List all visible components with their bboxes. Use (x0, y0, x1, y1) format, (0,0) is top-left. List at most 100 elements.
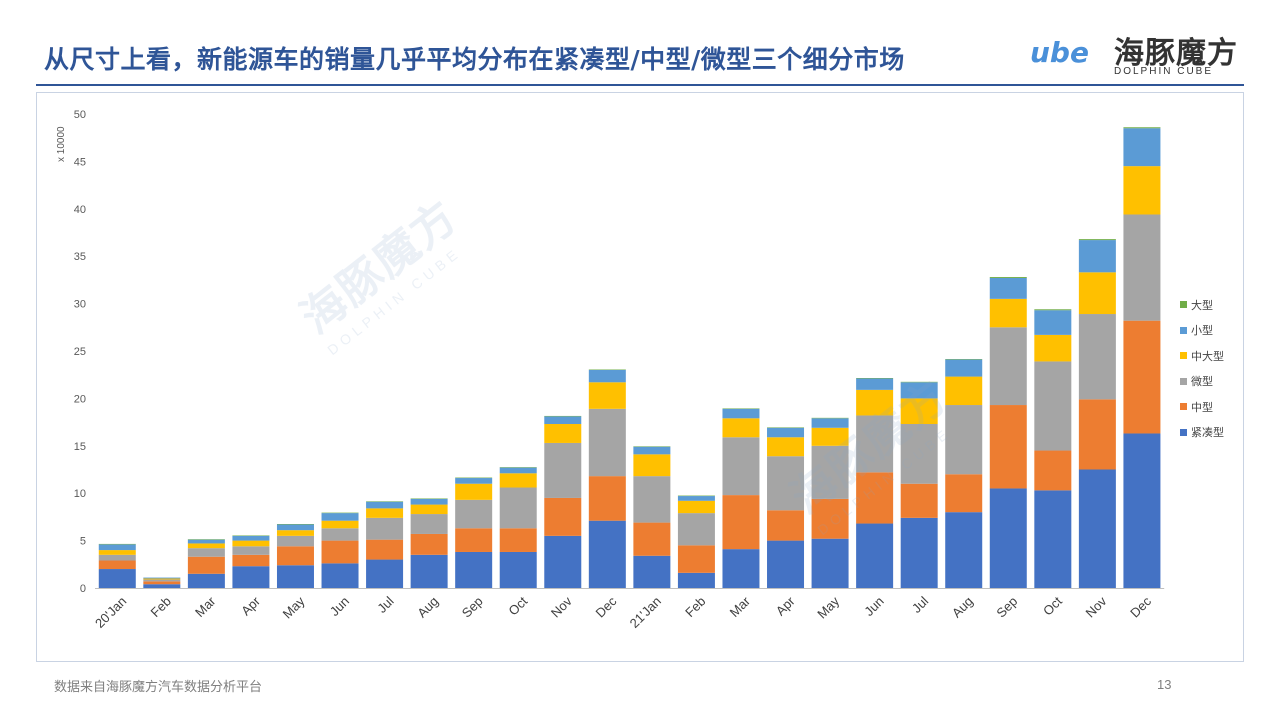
x-tick-label: Aug (949, 594, 976, 621)
bar-segment (811, 427, 849, 446)
bar-segment (633, 454, 671, 477)
x-tick-label: Sep (993, 594, 1020, 621)
bar-segment (276, 565, 314, 588)
bar-segment (811, 418, 849, 428)
bar-segment (1078, 239, 1116, 241)
x-tick-label: Mar (727, 593, 754, 620)
bar-segment (410, 514, 448, 534)
bar-segment (633, 446, 671, 455)
bar-segment (98, 569, 136, 588)
y-axis: 0 5 10 15 20 25 30 35 40 45 50 (74, 109, 86, 595)
legend-label: 中型 (1191, 400, 1213, 414)
legend-item: 中型 (1180, 394, 1224, 420)
bar-segment (722, 408, 760, 419)
x-tick-label: Mar (192, 593, 219, 620)
bar-segment (945, 376, 983, 406)
bar-segment (1123, 320, 1161, 434)
bar-segment (232, 540, 270, 547)
bar-segment (1123, 128, 1161, 167)
bars-group (98, 127, 1161, 588)
bar-segment (410, 554, 448, 588)
bar-segment (544, 535, 582, 588)
x-tick-label: Jun (327, 594, 352, 619)
x-tick-label: 21'Jan (627, 594, 664, 631)
x-tick-label: Nov (1083, 593, 1110, 620)
y-tick-label: 40 (74, 204, 86, 216)
bar-segment (98, 544, 136, 551)
bar-segment (544, 416, 582, 424)
bar-segment (900, 423, 938, 484)
bar-segment (900, 517, 938, 588)
bar-segment (1123, 433, 1161, 588)
bar-segment (143, 577, 181, 579)
bar-segment (143, 584, 181, 588)
bar-segment (989, 405, 1027, 489)
bar-segment (588, 408, 626, 477)
bar-segment (321, 563, 359, 588)
bar-segment (989, 277, 1027, 279)
y-tick-label: 5 (80, 536, 86, 548)
bar-segment (455, 499, 493, 529)
bar-segment (633, 522, 671, 556)
legend-label: 微型 (1191, 375, 1213, 389)
bar-segment (900, 483, 938, 518)
bar-segment (276, 535, 314, 547)
bar-segment (945, 405, 983, 475)
bar-segment (232, 535, 270, 541)
bar-segment (143, 581, 181, 585)
y-tick-label: 15 (74, 441, 86, 453)
bar-segment (187, 539, 225, 544)
bar-segment (588, 382, 626, 409)
y-tick-label: 10 (74, 488, 86, 500)
bar-segment (321, 513, 359, 521)
y-tick-label: 20 (74, 393, 86, 405)
y-tick-label: 35 (74, 251, 86, 263)
logo-cn-text: 海豚魔方 (1114, 36, 1238, 71)
bar-segment (677, 545, 715, 573)
bar-segment (499, 473, 537, 488)
bar-segment (767, 456, 805, 511)
bar-segment (989, 488, 1027, 588)
bar-segment (143, 579, 181, 582)
bar-segment (588, 520, 626, 588)
bar-segment (856, 523, 894, 588)
bar-segment (366, 501, 404, 509)
bar-segment (722, 418, 760, 438)
title-divider (36, 84, 1244, 86)
bar-segment (366, 539, 404, 560)
bar-segment (499, 487, 537, 529)
bar-segment (900, 382, 938, 399)
bar-segment (677, 513, 715, 546)
legend-swatch (1180, 301, 1187, 309)
bar-segment (1078, 469, 1116, 588)
y-unit-label: x 10000 (56, 126, 67, 162)
x-tick-label: Apr (773, 593, 798, 618)
bar-segment (1123, 166, 1161, 215)
bar-segment (1123, 127, 1161, 129)
bar-segment (1034, 361, 1072, 451)
x-tick-label: 20'Jan (92, 594, 129, 631)
legend-label: 紧凑型 (1191, 426, 1224, 440)
bar-segment (767, 510, 805, 541)
bar-segment (856, 415, 894, 473)
bar-segment (767, 540, 805, 588)
bar-segment (633, 476, 671, 523)
x-tick-label: Oct (1040, 593, 1065, 618)
bar-segment (767, 427, 805, 438)
bar-segment (455, 483, 493, 500)
bar-segment (677, 496, 715, 501)
x-tick-label: Jun (861, 594, 886, 619)
y-tick-label: 50 (74, 109, 86, 121)
x-tick-label: Dec (592, 593, 619, 620)
bar-segment (989, 298, 1027, 328)
bar-segment (499, 528, 537, 552)
brand-logo: ube 海豚魔方 DOLPHIN CUBE (1022, 24, 1242, 80)
bar-segment (633, 555, 671, 588)
bar-segment (1034, 490, 1072, 588)
bar-segment (410, 498, 448, 505)
bar-segment (366, 559, 404, 588)
bar-segment (811, 538, 849, 588)
bar-segment (499, 467, 537, 474)
x-tick-label: Feb (147, 594, 173, 620)
